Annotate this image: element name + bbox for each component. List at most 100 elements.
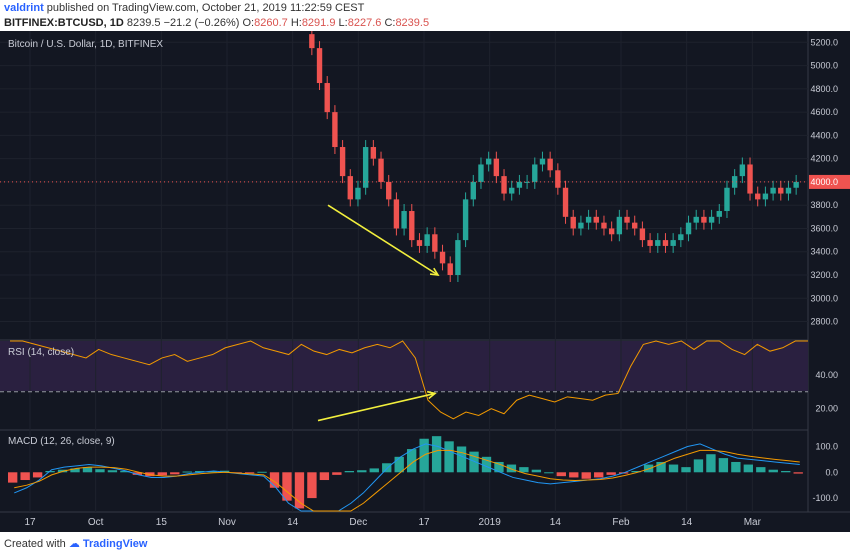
macd-histogram-bar: [8, 472, 18, 483]
candle-body: [516, 181, 523, 188]
low-label: L:: [338, 17, 348, 29]
candle-body: [585, 216, 592, 223]
macd-histogram-bar: [431, 436, 442, 473]
rsi-trend-arrow-head: [427, 390, 437, 400]
macd-histogram-bar: [20, 472, 30, 481]
macd-histogram-bar: [481, 456, 492, 473]
price-tick-label: 5200.0: [810, 37, 838, 47]
candle-body: [724, 187, 730, 212]
macd-histogram-bar: [731, 461, 741, 473]
candle-body: [378, 158, 384, 182]
macd-histogram-bar: [157, 472, 167, 476]
macd-histogram-bar: [519, 467, 529, 473]
candle-body: [731, 176, 738, 188]
macd-histogram-bar: [394, 456, 404, 473]
candle-body: [324, 83, 330, 113]
macd-histogram-bar: [107, 470, 118, 473]
x-tick-label: Dec: [349, 517, 367, 528]
macd-histogram-bar: [569, 472, 579, 478]
price-tick-label: 4800.0: [810, 84, 838, 94]
price-tick-label: 5000.0: [810, 61, 838, 71]
high-label: H:: [290, 17, 302, 29]
candle-body: [778, 187, 784, 194]
candle-body: [424, 234, 430, 246]
rsi-tick-label: 20.00: [815, 404, 838, 414]
chart-canvas[interactable]: 17 Oct 15 Nov 14 Dec 17 2019 14 Feb 14 Mar 2800.0 300…: [0, 31, 850, 532]
macd-histogram-bar: [70, 468, 80, 473]
macd-histogram-bar: [494, 461, 504, 473]
macd-histogram-bar: [219, 470, 230, 473]
macd-histogram-bar: [469, 451, 479, 473]
candle-body: [455, 240, 461, 276]
candle-body: [655, 240, 661, 246]
macd-histogram-bar: [382, 463, 392, 473]
macd-histogram-bar: [120, 471, 130, 473]
candle-body: [386, 181, 392, 200]
candle-body: [624, 216, 630, 223]
candle-body: [747, 164, 753, 194]
macd-histogram-bar: [556, 472, 566, 477]
candle-body: [547, 158, 553, 171]
macd-histogram-bar: [793, 472, 803, 474]
x-tick-label: 15: [156, 517, 168, 528]
candle-body: [578, 222, 584, 229]
candle-body: [639, 228, 646, 241]
macd-histogram-bar: [332, 472, 342, 475]
tradingview-brand[interactable]: TradingView: [82, 538, 148, 550]
macd-histogram-bar: [544, 472, 554, 474]
candle-body: [662, 240, 669, 246]
candle-body: [439, 251, 446, 264]
macd-histogram-bar: [95, 469, 105, 473]
x-tick-label: 17: [418, 517, 430, 528]
rsi-pane-title: RSI (14, close): [8, 347, 75, 358]
macd-histogram-bar: [506, 464, 517, 473]
macd-signal-line: [14, 449, 800, 512]
candle-body: [716, 211, 722, 217]
macd-histogram-bar: [182, 471, 192, 473]
macd-histogram-bar: [581, 472, 591, 479]
candle-body: [339, 147, 346, 177]
chart-area[interactable]: 17 Oct 15 Nov 14 Dec 17 2019 14 Feb 14 Mar 2800.0 300…: [0, 31, 850, 532]
author-name[interactable]: valdrint: [4, 2, 44, 14]
macd-histogram-bar: [257, 471, 267, 473]
macd-histogram-bar: [319, 472, 330, 481]
macd-pane-title: MACD (12, 26, close, 9): [8, 436, 115, 447]
macd-histogram-bar: [269, 472, 280, 488]
price-pane-title: Bitcoin / U.S. Dollar, 1D, BITFINEX: [8, 39, 164, 50]
candle-body: [478, 164, 484, 182]
low-value: 8227.6: [347, 17, 382, 29]
candle-body: [601, 222, 607, 229]
macd-tick-label: 0.0: [825, 467, 838, 477]
price-tick-label: 3600.0: [810, 223, 838, 233]
x-tick-label: 14: [287, 517, 299, 528]
candle-body: [632, 222, 638, 229]
candle-body: [393, 199, 400, 229]
price-tick-label: 3200.0: [810, 270, 838, 280]
macd-histogram-bar: [282, 472, 292, 501]
candle-body: [685, 222, 692, 235]
x-tick-label: 17: [24, 517, 36, 528]
candle-body: [708, 216, 715, 223]
price-trend-arrow: [327, 204, 439, 276]
candle-body: [670, 240, 676, 246]
macd-histogram-bar: [743, 464, 754, 473]
macd-histogram-bar: [207, 471, 217, 473]
open-value: 8260.7: [254, 17, 288, 29]
macd-histogram-bar: [132, 472, 143, 475]
macd-tick-label: -100.0: [812, 493, 838, 503]
macd-line: [14, 443, 800, 512]
macd-histogram-bar: [781, 471, 791, 473]
candle-body: [432, 234, 438, 252]
price-change: −21.2 (−0.26%): [163, 17, 240, 29]
candle-body: [762, 193, 769, 200]
macd-histogram-bar: [531, 469, 542, 473]
ohlc-line: BITFINEX:BTCUSD, 1D 8239.5 −21.2 (−0.26%…: [4, 17, 429, 29]
macd-histogram-bar: [32, 472, 43, 478]
candle-body: [755, 193, 761, 200]
x-tick-label: 14: [550, 517, 562, 528]
price-tick-label: 3000.0: [810, 293, 838, 303]
candle-body: [570, 216, 576, 229]
candle-body: [770, 187, 776, 194]
candle-body: [678, 234, 684, 241]
open-label: O:: [242, 17, 255, 29]
